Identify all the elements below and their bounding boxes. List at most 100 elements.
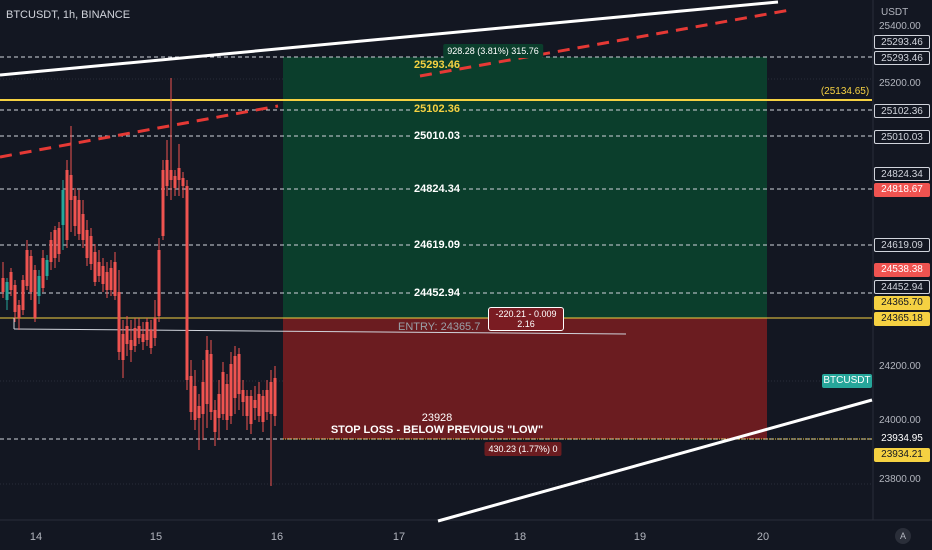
entry-line (13, 328, 627, 335)
channel-upper-line (0, 0, 779, 77)
profit-zone (283, 57, 767, 318)
candle-body (225, 384, 229, 420)
price-tag: 25293.46 (874, 35, 930, 49)
candle-body (89, 236, 93, 264)
candle-body (13, 285, 17, 312)
candle-body (97, 262, 101, 276)
candle-body (185, 186, 189, 380)
fib-level-label: 24824.34 (411, 183, 463, 195)
candle-body (29, 256, 33, 292)
stop-stats: 430.23 (1.77%) 0 (484, 442, 562, 456)
candle-body (141, 334, 145, 342)
candle-body (81, 214, 85, 240)
price-tag: BTCUSDT (822, 374, 872, 388)
red-trend-line-right (419, 8, 791, 78)
candle-body (129, 340, 133, 350)
candle-body (137, 326, 141, 338)
price-tag: 24824.34 (874, 167, 930, 181)
candle-body (189, 376, 193, 412)
price-scale-label: 24000.00 (879, 415, 921, 426)
auto-scale-button[interactable]: A (895, 528, 911, 544)
price-scale-label: 25200.00 (879, 78, 921, 89)
candle-body (73, 196, 77, 226)
candle-body (197, 406, 201, 418)
candle-body (133, 328, 137, 346)
candle-body (113, 262, 117, 296)
red-trend-line-left (0, 104, 279, 159)
candle-body (169, 170, 173, 180)
candle-body (217, 394, 221, 418)
candle-body (209, 354, 213, 412)
candle-body (117, 292, 121, 352)
candle-body (233, 356, 237, 398)
candle-body (269, 382, 273, 414)
price-tag: 24452.94 (874, 280, 930, 294)
price-scale-label: 23800.00 (879, 474, 921, 485)
price-tag: 25293.46 (874, 51, 930, 65)
stop-value-label: 23928 (421, 412, 453, 424)
candle-body (9, 272, 13, 290)
candle-body (101, 266, 105, 284)
candle-body (153, 318, 157, 338)
candle-body (145, 322, 149, 340)
candle-body (21, 280, 25, 310)
candle-body (57, 228, 61, 254)
symbol-title[interactable]: BTCUSDT, 1h, BINANCE (6, 9, 131, 21)
candle-body (69, 175, 73, 200)
candle-body (121, 334, 125, 360)
candle-body (193, 386, 197, 420)
price-tag: 24619.09 (874, 238, 930, 252)
fib-level-label: 25010.03 (411, 130, 463, 142)
candle-body (241, 390, 245, 402)
candle-body (93, 252, 97, 282)
price-tag: (25134.65) (820, 86, 870, 97)
price-tag: 24365.70 (874, 296, 930, 310)
fib-level-label: 25102.36 (411, 103, 463, 115)
candle-body (257, 394, 261, 416)
time-axis-label: 17 (392, 531, 406, 543)
candle-body (17, 305, 21, 318)
loss-zone (283, 318, 767, 439)
candle-body (173, 176, 177, 188)
position-info-line2: 2.16 (517, 319, 535, 329)
candle-body (77, 200, 81, 234)
time-axis-label: 20 (756, 531, 770, 543)
candle-body (53, 230, 57, 258)
candle-body (33, 270, 37, 318)
price-scale-label: 25400.00 (879, 21, 921, 32)
candle-body (161, 170, 165, 236)
channel-lower-line (437, 398, 873, 523)
candle-body (5, 282, 9, 300)
time-axis-label: 14 (29, 531, 43, 543)
candle-body (41, 258, 45, 288)
candle-body (125, 326, 129, 344)
candle-body (157, 250, 161, 316)
candle-body (273, 378, 277, 416)
stop-loss-label: STOP LOSS - BELOW PREVIOUS "LOW" (330, 424, 544, 436)
candle-body (49, 240, 53, 262)
candle-body (253, 400, 257, 408)
price-tag: 24818.67 (874, 183, 930, 197)
candle-body (213, 410, 217, 432)
candle-body (85, 230, 89, 258)
candle-body (37, 276, 41, 296)
time-axis-label: 19 (633, 531, 647, 543)
position-info-box[interactable]: -220.21 - 0.009 2.16 (488, 307, 564, 331)
candle-body (45, 260, 49, 276)
candle-body (221, 372, 225, 414)
time-axis-label: 15 (149, 531, 163, 543)
price-tag: 25102.36 (874, 104, 930, 118)
fib-level-label: 25293.46 (414, 59, 460, 71)
price-scale-label: 24200.00 (879, 361, 921, 372)
candle-body (1, 278, 5, 292)
price-tag: 25010.03 (874, 130, 930, 144)
candle-body (229, 364, 233, 416)
candle-body (65, 170, 69, 240)
fib-level-label: 24452.94 (411, 287, 463, 299)
candle-body (245, 396, 249, 416)
candle-body (165, 160, 169, 186)
candle-body (249, 396, 253, 424)
target-stats: 928.28 (3.81%) 315.76 (443, 44, 543, 58)
